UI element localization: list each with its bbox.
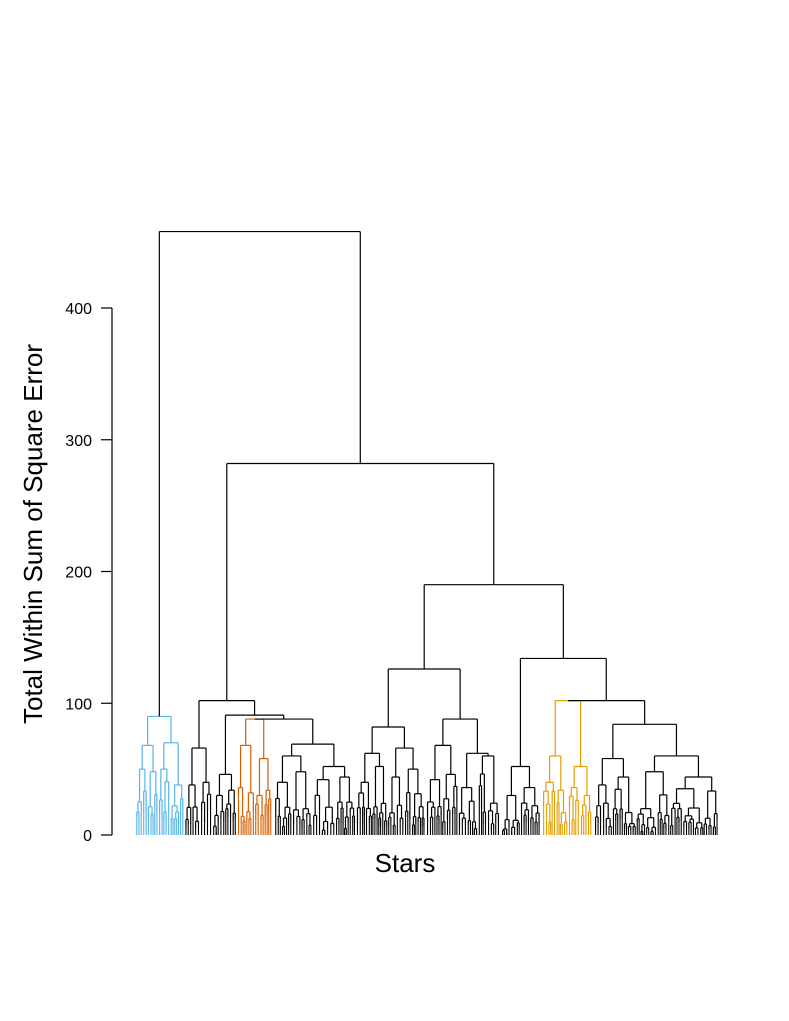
- y-axis-title: Total Within Sum of Square Error: [18, 344, 48, 724]
- y-tick-label: 300: [65, 433, 92, 450]
- x-axis-title: Stars: [375, 848, 436, 878]
- y-tick-label: 100: [65, 696, 92, 713]
- y-tick-label: 0: [83, 828, 92, 845]
- y-axis: 0 100 200 300 400: [65, 301, 113, 845]
- y-tick-label: 400: [65, 301, 92, 318]
- dendrogram-tree: [136, 230, 718, 835]
- y-tick-label: 200: [65, 565, 92, 582]
